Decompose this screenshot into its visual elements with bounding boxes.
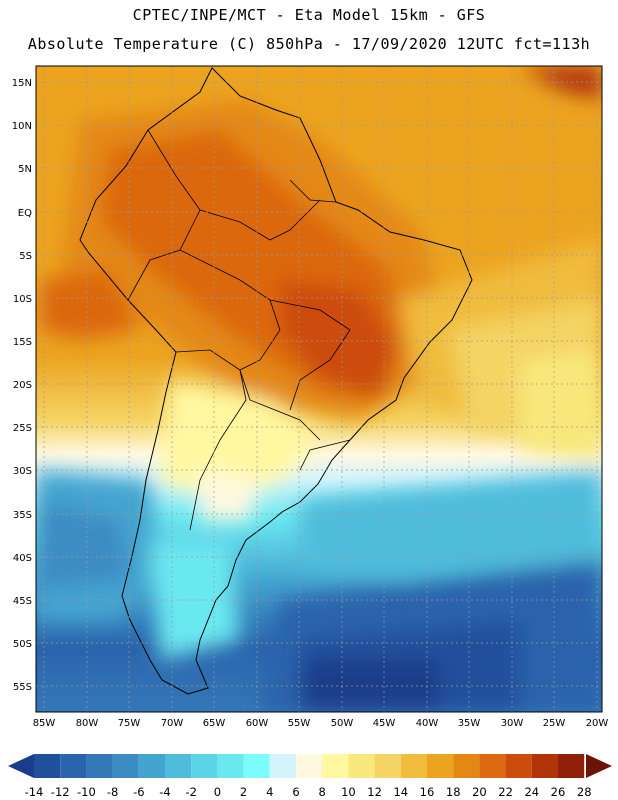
- lon-label: 45W: [373, 718, 396, 729]
- colorbar-segment: [165, 754, 192, 778]
- lat-label: EQ: [18, 208, 32, 219]
- colorbar-segment: [453, 754, 480, 778]
- lat-label: 15S: [13, 337, 32, 348]
- lon-label: 20W: [586, 718, 609, 729]
- colorbar-label: -8: [107, 785, 118, 799]
- coastline: [79, 67, 473, 695]
- colorbar-segment: [138, 754, 165, 778]
- colorbar-segment: [505, 754, 532, 778]
- colorbar-label: 2: [240, 785, 247, 799]
- colorbar-label: 0: [214, 785, 221, 799]
- colorbar-label: 4: [266, 785, 273, 799]
- colorbar-label: 12: [367, 785, 382, 799]
- colorbar-segment: [400, 754, 427, 778]
- colorbar-segment: [427, 754, 454, 778]
- colorbar-segment: [374, 754, 401, 778]
- colorbar-label: 20: [472, 785, 487, 799]
- colorbar-segment: [243, 754, 270, 778]
- colorbar-segment: [112, 754, 139, 778]
- temperature-field: [36, 66, 602, 712]
- colorbar-label: -10: [77, 785, 96, 799]
- lon-label: 50W: [331, 718, 354, 729]
- colorbar-segment: [348, 754, 375, 778]
- lon-label: 65W: [203, 718, 226, 729]
- lat-label: 45S: [13, 596, 32, 607]
- lat-label: 10S: [13, 294, 32, 305]
- colorbar-label: 26: [551, 785, 566, 799]
- colorbar-segment: [322, 754, 349, 778]
- colorbar-segment: [269, 754, 296, 778]
- colorbar-label: 10: [341, 785, 356, 799]
- lat-label: 5N: [18, 164, 32, 175]
- colorbar-label: 28: [577, 785, 592, 799]
- lat-label: 40S: [13, 553, 32, 564]
- lon-label: 40W: [416, 718, 439, 729]
- longitude-labels: 85W 80W 75W 70W 65W 60W 55W 50W 45W 40W …: [33, 718, 609, 729]
- lat-label: 55S: [13, 682, 32, 693]
- colorbar-label: 8: [319, 785, 326, 799]
- colorbar-label: 14: [393, 785, 408, 799]
- colorbar-label: -4: [159, 785, 170, 799]
- colorbar-segment: [60, 754, 87, 778]
- lat-label: 15N: [12, 78, 32, 89]
- colorbar-label: 6: [292, 785, 299, 799]
- lat-label: 10N: [12, 121, 32, 132]
- colorbar-right-arrow: [586, 754, 612, 778]
- colorbar: -14 -12 -10 -8 -6 -4 -2 0 2 4 6 8 10 12 14 16 18 20 22 24 26…: [8, 754, 612, 799]
- title-line-2: Absolute Temperature (C) 850hPa - 17/09/…: [27, 35, 591, 53]
- lon-label: 85W: [33, 718, 56, 729]
- colorbar-segment: [531, 754, 558, 778]
- colorbar-label: 24: [524, 785, 539, 799]
- lon-label: 75W: [118, 718, 141, 729]
- latitude-labels: 15N 10N 5N EQ 5S 10S 15S 20S 25S 30S 35S…: [12, 78, 32, 693]
- lon-label: 60W: [246, 718, 269, 729]
- lon-label: 35W: [458, 718, 481, 729]
- lat-label: 35S: [13, 510, 32, 521]
- colorbar-segment: [558, 754, 585, 778]
- lat-label: 25S: [13, 423, 32, 434]
- map-frame: [35, 65, 603, 713]
- lon-label: 70W: [161, 718, 184, 729]
- colorbar-segment: [296, 754, 323, 778]
- colorbar-label: 16: [420, 785, 435, 799]
- colorbar-segment: [34, 754, 61, 778]
- lon-label: 30W: [501, 718, 524, 729]
- colorbar-segment: [86, 754, 113, 778]
- colorbar-left-arrow: [8, 754, 34, 778]
- lon-label: 25W: [543, 718, 566, 729]
- colorbar-segment: [479, 754, 506, 778]
- colorbar-label: 22: [498, 785, 513, 799]
- lon-label: 55W: [288, 718, 311, 729]
- colorbar-label: -14: [25, 785, 44, 799]
- lon-label: 80W: [76, 718, 99, 729]
- lat-label: 30S: [13, 466, 32, 477]
- title-line-1: CPTEC/INPE/MCT - Eta Model 15km - GFS: [132, 6, 486, 24]
- colorbar-label: 18: [446, 785, 461, 799]
- lat-label: 20S: [13, 380, 32, 391]
- graticule: [36, 66, 602, 712]
- colorbar-segment: [217, 754, 244, 778]
- colorbar-segment: [191, 754, 218, 778]
- lat-label: 50S: [13, 639, 32, 650]
- colorbar-label: -6: [133, 785, 144, 799]
- colorbar-label: -12: [51, 785, 70, 799]
- lat-label: 5S: [19, 251, 32, 262]
- colorbar-label: -2: [185, 785, 196, 799]
